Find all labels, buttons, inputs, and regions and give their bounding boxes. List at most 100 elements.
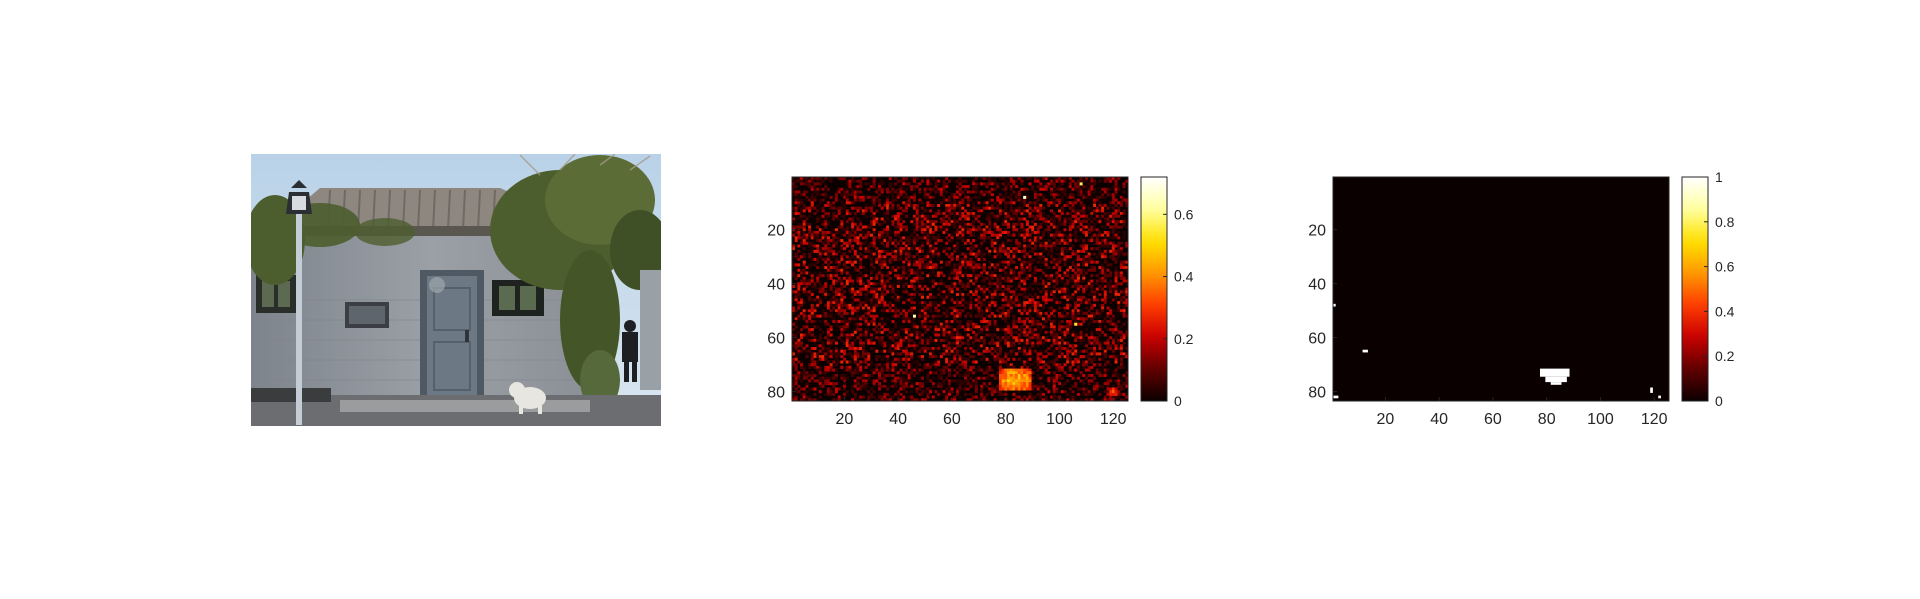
- heatmap-cell: [856, 187, 860, 191]
- heatmap-cell: [980, 314, 984, 318]
- heatmap-cell: [840, 347, 844, 351]
- heatmap-cell: [988, 249, 992, 253]
- heatmap-cell: [990, 206, 994, 210]
- heatmap-cell: [853, 230, 857, 234]
- heatmap-cell: [853, 214, 857, 218]
- heatmap-cell: [1041, 341, 1045, 345]
- heatmap-cell: [1063, 255, 1067, 259]
- heatmap-cell: [1090, 257, 1094, 261]
- heatmap-cell: [805, 206, 809, 210]
- heatmap-cell: [937, 190, 941, 194]
- heatmap-cell: [845, 325, 849, 329]
- heatmap-cell: [1095, 352, 1099, 356]
- heatmap-cell: [864, 195, 868, 199]
- heatmap-cell: [821, 220, 825, 224]
- heatmap-cell: [972, 266, 976, 270]
- heatmap-cell: [826, 341, 830, 345]
- heatmap-cell: [835, 274, 838, 278]
- heatmap-cell: [797, 349, 801, 353]
- heatmap-cell: [918, 301, 922, 305]
- heatmap-cell: [1082, 228, 1086, 232]
- heatmap-cell: [1025, 187, 1029, 191]
- heatmap-cell: [802, 260, 806, 264]
- heatmap-cell: [1063, 341, 1067, 345]
- heatmap-cell: [1101, 320, 1105, 324]
- heatmap-cell: [931, 338, 935, 342]
- heatmap-cell: [1111, 341, 1115, 345]
- heatmap-cell: [923, 217, 927, 221]
- heatmap-cell: [888, 271, 892, 275]
- heatmap-cell: [988, 314, 992, 318]
- heatmap-cell: [891, 363, 895, 367]
- heatmap-cell: [1098, 333, 1102, 337]
- heatmap-cell: [969, 274, 973, 278]
- heatmap-cell: [977, 182, 981, 186]
- heatmap-cell: [896, 179, 900, 183]
- heatmap-cell: [1033, 328, 1037, 332]
- heatmap-cell: [1001, 303, 1005, 307]
- heatmap-cell: [950, 379, 954, 383]
- heatmap-cell: [1117, 185, 1121, 189]
- heatmap-cell: [1050, 333, 1054, 337]
- heatmap-cell: [1050, 328, 1054, 332]
- heatmap-cell: [851, 228, 855, 232]
- heatmap-cell: [1020, 306, 1024, 310]
- heatmap-cell: [816, 244, 820, 248]
- heatmap-cell: [1090, 185, 1094, 189]
- heatmap-cell: [816, 225, 820, 229]
- heatmap-cell: [1114, 379, 1118, 383]
- heatmap-cell: [947, 382, 951, 386]
- heatmap-cell: [1009, 260, 1013, 264]
- heatmap-cell: [1039, 260, 1043, 264]
- heatmap-cell: [923, 328, 927, 332]
- heatmap-cell: [1101, 341, 1105, 345]
- heatmap-cell: [1009, 268, 1013, 272]
- heatmap-cell: [934, 266, 938, 270]
- heatmap-cell: [902, 190, 906, 194]
- heatmap-cell: [805, 320, 809, 324]
- heatmap-cell: [1036, 338, 1040, 342]
- heatmap-cell: [851, 217, 855, 221]
- heatmap-cell: [982, 338, 986, 342]
- heatmap-cell: [1050, 309, 1054, 313]
- heatmap-cell: [1111, 252, 1115, 256]
- heatmap-cell: [792, 206, 795, 210]
- heatmap-cell: [918, 263, 922, 267]
- heatmap-cell: [964, 214, 968, 218]
- heatmap-cell: [864, 338, 868, 342]
- heatmap-cell: [1050, 322, 1054, 326]
- heatmap-cell: [998, 363, 1002, 367]
- heatmap-cell: [1009, 179, 1013, 183]
- heatmap-cell: [1122, 230, 1126, 234]
- heatmap-cell: [1095, 279, 1099, 283]
- heatmap-cell: [845, 344, 849, 348]
- heatmap-cell: [1103, 325, 1107, 329]
- heatmap-cell: [1050, 217, 1054, 221]
- heatmap-cell: [867, 233, 871, 237]
- heatmap-cell: [816, 287, 820, 291]
- heatmap-cell: [945, 349, 949, 353]
- heatmap-cell: [891, 214, 895, 218]
- heatmap-cell: [826, 222, 830, 226]
- heatmap-cell: [1031, 333, 1035, 337]
- heatmap-cell: [1071, 322, 1075, 326]
- heatmap-cell: [818, 376, 822, 380]
- heatmap-cell: [926, 195, 930, 199]
- heatmap-cell: [867, 225, 871, 229]
- heatmap-cell: [1023, 347, 1027, 351]
- heatmap-cell: [945, 320, 949, 324]
- heatmap-cell: [966, 379, 970, 383]
- heatmap-cell: [982, 293, 986, 297]
- heatmap-cell: [880, 365, 884, 369]
- heatmap-cell: [982, 206, 986, 210]
- heatmap-cell: [1103, 225, 1107, 229]
- heatmap-cell: [845, 347, 849, 351]
- heatmap-cell: [1106, 239, 1110, 243]
- heatmap-cell: [1058, 322, 1062, 326]
- heatmap-cell: [1076, 276, 1080, 280]
- heatmap-cell: [1071, 249, 1075, 253]
- heatmap-cell: [1101, 187, 1105, 191]
- heatmap-cell: [1025, 311, 1029, 315]
- heatmap-cell: [899, 325, 903, 329]
- heatmap-cell: [859, 228, 863, 232]
